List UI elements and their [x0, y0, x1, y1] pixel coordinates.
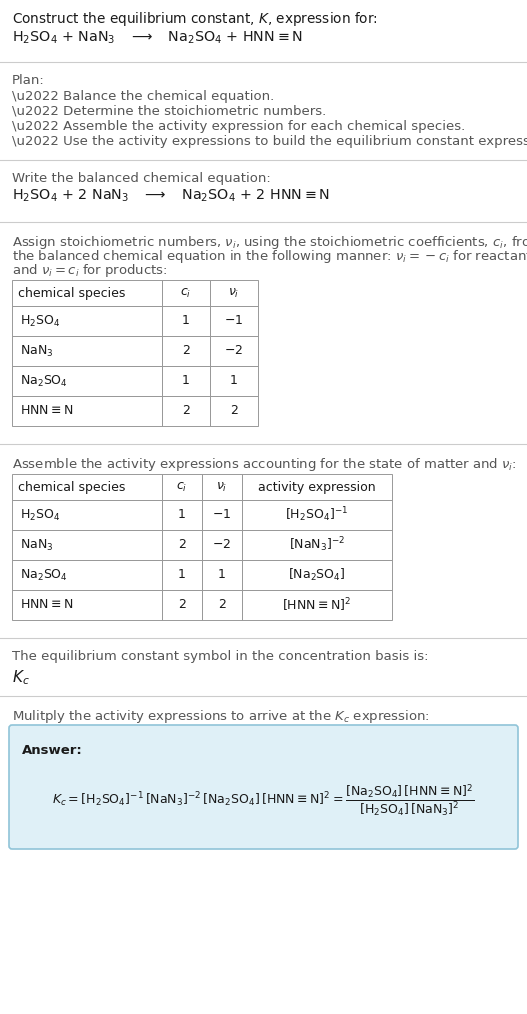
Text: $[\mathrm{HNN{\equiv}N}]^{2}$: $[\mathrm{HNN{\equiv}N}]^{2}$ — [282, 596, 352, 613]
Text: $[\mathrm{Na_2SO_4}]$: $[\mathrm{Na_2SO_4}]$ — [288, 567, 346, 583]
Text: activity expression: activity expression — [258, 481, 376, 494]
Bar — [162, 366, 210, 396]
Text: The equilibrium constant symbol in the concentration basis is:: The equilibrium constant symbol in the c… — [12, 650, 428, 663]
Text: $\mathrm{Na_2SO_4}$: $\mathrm{Na_2SO_4}$ — [20, 373, 68, 388]
Text: 2: 2 — [218, 598, 226, 611]
Bar — [202, 560, 242, 590]
Text: Answer:: Answer: — [22, 744, 83, 757]
Bar — [12, 530, 162, 560]
Text: Assemble the activity expressions accounting for the state of matter and $\nu_i$: Assemble the activity expressions accoun… — [12, 456, 516, 473]
Text: $\mathrm{H_2SO_4}$: $\mathrm{H_2SO_4}$ — [20, 313, 60, 329]
Text: 2: 2 — [182, 405, 190, 418]
Bar — [162, 306, 210, 336]
Text: Mulitply the activity expressions to arrive at the $K_c$ expression:: Mulitply the activity expressions to arr… — [12, 708, 430, 725]
Bar — [162, 530, 202, 560]
Text: $[\mathrm{H_2SO_4}]^{-1}$: $[\mathrm{H_2SO_4}]^{-1}$ — [286, 506, 348, 524]
Text: $\nu_i$: $\nu_i$ — [228, 286, 240, 299]
Text: 1: 1 — [178, 569, 186, 581]
Text: $\mathrm{Na_2SO_4}$: $\mathrm{Na_2SO_4}$ — [20, 568, 68, 583]
Bar — [242, 500, 392, 530]
Text: $-2$: $-2$ — [212, 538, 231, 552]
Bar — [162, 396, 210, 426]
Bar — [242, 474, 392, 500]
Text: chemical species: chemical species — [18, 481, 125, 494]
Bar — [210, 396, 258, 426]
Text: 2: 2 — [182, 345, 190, 358]
Bar — [202, 530, 242, 560]
Text: $[\mathrm{NaN_3}]^{-2}$: $[\mathrm{NaN_3}]^{-2}$ — [289, 535, 345, 555]
Text: 2: 2 — [230, 405, 238, 418]
Text: Write the balanced chemical equation:: Write the balanced chemical equation: — [12, 172, 271, 185]
Bar — [242, 560, 392, 590]
Bar — [12, 396, 162, 426]
Text: \u2022 Determine the stoichiometric numbers.: \u2022 Determine the stoichiometric numb… — [12, 105, 326, 118]
Text: $\nu_i$: $\nu_i$ — [216, 481, 228, 494]
Text: 1: 1 — [230, 374, 238, 387]
Text: $\mathrm{H_2SO_4}$ + $\mathrm{NaN_3}$   $\longrightarrow$   $\mathrm{Na_2SO_4}$ : $\mathrm{H_2SO_4}$ + $\mathrm{NaN_3}$ $\… — [12, 30, 303, 47]
Bar — [12, 474, 162, 500]
Text: $\mathrm{NaN_3}$: $\mathrm{NaN_3}$ — [20, 344, 53, 359]
Text: Construct the equilibrium constant, $K$, expression for:: Construct the equilibrium constant, $K$,… — [12, 10, 378, 28]
Bar — [210, 306, 258, 336]
Bar — [210, 366, 258, 396]
Bar — [162, 500, 202, 530]
Text: \u2022 Balance the chemical equation.: \u2022 Balance the chemical equation. — [12, 90, 274, 103]
Text: $c_i$: $c_i$ — [180, 286, 192, 299]
Bar — [12, 280, 162, 306]
Bar — [12, 500, 162, 530]
Text: 1: 1 — [218, 569, 226, 581]
Text: $\mathrm{H_2SO_4}$: $\mathrm{H_2SO_4}$ — [20, 507, 60, 522]
Text: $\mathrm{NaN_3}$: $\mathrm{NaN_3}$ — [20, 537, 53, 553]
Bar — [12, 560, 162, 590]
FancyBboxPatch shape — [9, 725, 518, 849]
Bar — [12, 590, 162, 620]
Bar — [210, 280, 258, 306]
Text: and $\nu_i = c_i$ for products:: and $\nu_i = c_i$ for products: — [12, 262, 168, 279]
Text: $\mathrm{H_2SO_4}$ + 2 $\mathrm{NaN_3}$   $\longrightarrow$   $\mathrm{Na_2SO_4}: $\mathrm{H_2SO_4}$ + 2 $\mathrm{NaN_3}$ … — [12, 188, 330, 205]
Text: 2: 2 — [178, 538, 186, 552]
Bar — [202, 500, 242, 530]
Text: \u2022 Assemble the activity expression for each chemical species.: \u2022 Assemble the activity expression … — [12, 120, 465, 133]
Text: $-2$: $-2$ — [225, 345, 243, 358]
Text: $-1$: $-1$ — [212, 508, 231, 521]
Bar — [12, 366, 162, 396]
Text: $K_c = [\mathrm{H_2SO_4}]^{-1}\,[\mathrm{NaN_3}]^{-2}\,[\mathrm{Na_2SO_4}]\,[\ma: $K_c = [\mathrm{H_2SO_4}]^{-1}\,[\mathrm… — [52, 782, 475, 818]
Bar — [162, 474, 202, 500]
Text: 1: 1 — [182, 314, 190, 328]
Text: the balanced chemical equation in the following manner: $\nu_i = -c_i$ for react: the balanced chemical equation in the fo… — [12, 248, 527, 265]
Bar — [242, 590, 392, 620]
Text: Plan:: Plan: — [12, 74, 45, 87]
Text: $\mathrm{HNN{\equiv}N}$: $\mathrm{HNN{\equiv}N}$ — [20, 405, 74, 418]
Bar — [162, 590, 202, 620]
Bar — [12, 306, 162, 336]
Text: $\mathrm{HNN{\equiv}N}$: $\mathrm{HNN{\equiv}N}$ — [20, 598, 74, 611]
Text: 1: 1 — [178, 508, 186, 521]
Text: $c_i$: $c_i$ — [177, 481, 188, 494]
Text: Assign stoichiometric numbers, $\nu_i$, using the stoichiometric coefficients, $: Assign stoichiometric numbers, $\nu_i$, … — [12, 234, 527, 251]
Text: 2: 2 — [178, 598, 186, 611]
Text: $K_c$: $K_c$ — [12, 668, 30, 686]
Bar — [162, 336, 210, 366]
Text: chemical species: chemical species — [18, 287, 125, 299]
Text: 1: 1 — [182, 374, 190, 387]
Bar — [162, 560, 202, 590]
Bar — [202, 474, 242, 500]
Text: $-1$: $-1$ — [225, 314, 243, 328]
Bar — [12, 336, 162, 366]
Bar — [242, 530, 392, 560]
Bar — [210, 336, 258, 366]
Bar — [202, 590, 242, 620]
Text: \u2022 Use the activity expressions to build the equilibrium constant expression: \u2022 Use the activity expressions to b… — [12, 135, 527, 148]
Bar — [162, 280, 210, 306]
